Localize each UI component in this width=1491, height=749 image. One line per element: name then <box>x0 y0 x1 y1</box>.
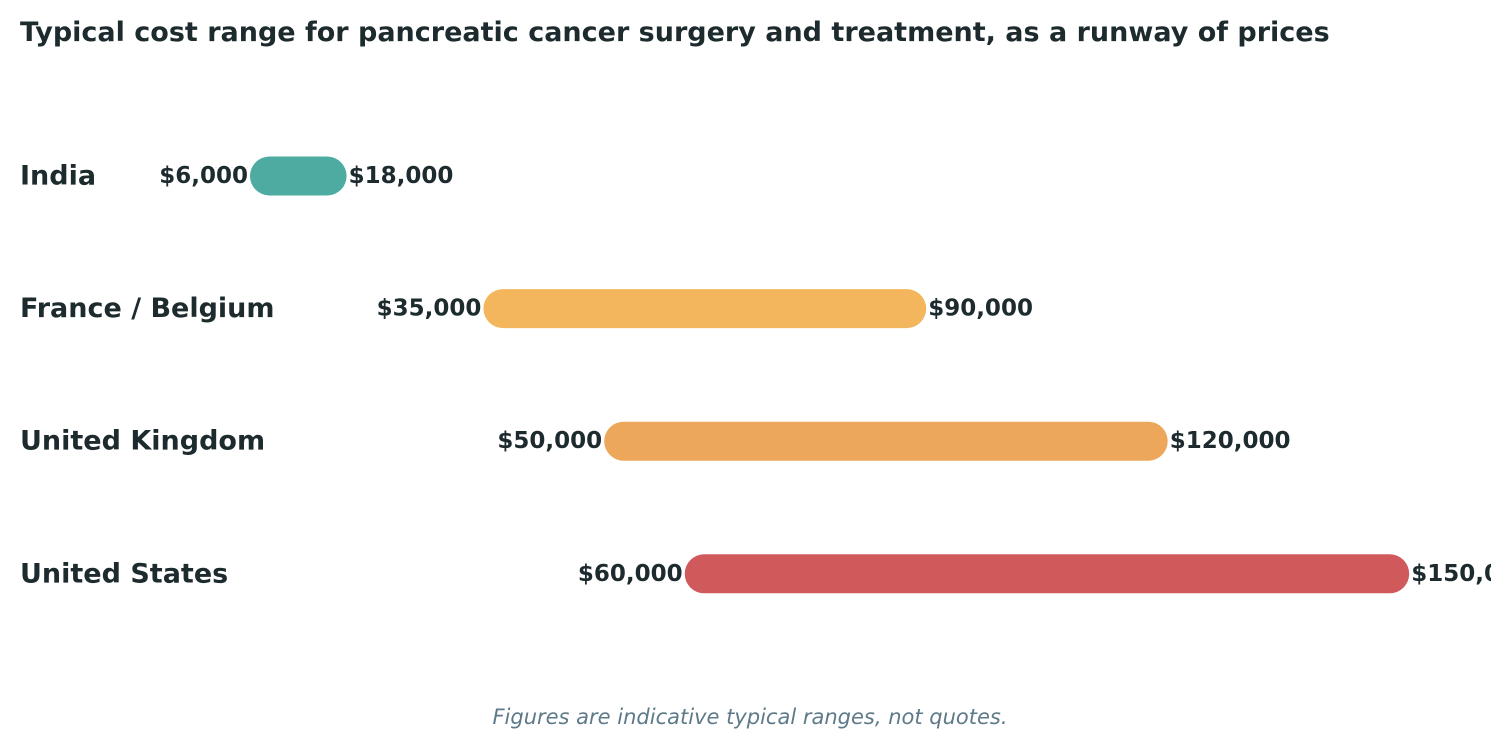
category-label-united-kingdom: United Kingdom <box>20 426 265 457</box>
low-value-label-united-kingdom: $50,000 <box>497 428 602 454</box>
range-row-france-belgium: France / Belgium $35,000 $90,000 <box>20 289 1033 329</box>
chart-footnote: Figures are indicative typical ranges, n… <box>492 705 1008 729</box>
range-bar-india <box>250 156 347 196</box>
chart-title: Typical cost range for pancreatic cancer… <box>20 17 1330 48</box>
range-row-united-states: United States $60,000 $150,000 <box>20 554 1491 594</box>
low-value-label-india: $6,000 <box>159 163 248 189</box>
range-bar-united-states <box>684 554 1410 594</box>
category-label-india: India <box>20 161 96 192</box>
high-value-label-united-kingdom: $120,000 <box>1170 428 1291 454</box>
high-value-label-india: $18,000 <box>349 163 454 189</box>
range-row-india: India $6,000 $18,000 <box>20 156 454 196</box>
category-label-france-belgium: France / Belgium <box>20 293 275 324</box>
range-bar-france-belgium <box>483 289 927 329</box>
low-value-label-united-states: $60,000 <box>578 561 683 587</box>
high-value-label-united-states: $150,000 <box>1411 561 1491 587</box>
low-value-label-france-belgium: $35,000 <box>377 296 482 322</box>
range-bar-united-kingdom <box>604 421 1168 461</box>
range-row-united-kingdom: United Kingdom $50,000 $120,000 <box>20 421 1291 461</box>
high-value-label-france-belgium: $90,000 <box>928 296 1033 322</box>
category-label-united-states: United States <box>20 558 228 589</box>
